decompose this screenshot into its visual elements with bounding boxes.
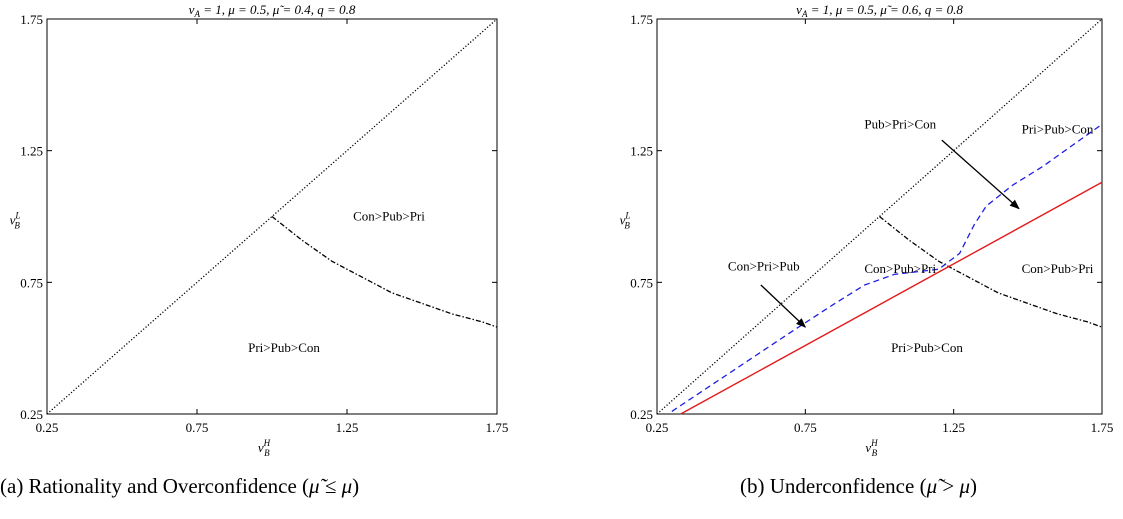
panel-b-ytick-label-3: 1.75 — [630, 12, 653, 27]
panel-a-ylabel: vL B — [10, 211, 21, 231]
panel-b-annotation-4: Con>Pub>Pri — [1022, 261, 1094, 276]
panel-b-xtick-label-2: 1.25 — [942, 420, 965, 435]
panel-b-ylabel: vL B — [620, 211, 631, 231]
panel-a-xtick-label-3: 1.75 — [486, 420, 509, 435]
panel-a-xtick-label-0: 0.25 — [36, 420, 59, 435]
panel-a-annotation-1: Pri>Pub>Con — [248, 340, 320, 355]
panel-b-frame — [656, 18, 1103, 415]
panel-a-xtick-label-1: 0.75 — [186, 420, 209, 435]
panel-a-xtick-label-2: 1.25 — [336, 420, 359, 435]
panel-b-ytick-label-0: 0.25 — [630, 407, 653, 422]
panel-b-title: vA = 1, μ = 0.5, μ̃ = 0.6, q = 0.8 — [796, 2, 963, 19]
panel-a-series-dashdot-1 — [271, 215, 498, 328]
panel-b-annotation-3: Con>Pub>Pri — [864, 261, 936, 276]
panel-b-ytick-label-2: 1.25 — [630, 144, 653, 159]
panel-b-series-solid-3 — [680, 181, 1103, 415]
panel-b-xtick-label-1: 0.75 — [794, 420, 817, 435]
panel-a-series-dotted-0 — [46, 18, 498, 415]
panel-a-frame — [46, 18, 498, 415]
caption-a: (a) Rationality and Overconfidence (μ̃ ≤… — [0, 474, 360, 498]
panel-b-series-dashdot-1 — [879, 215, 1103, 328]
panel-a-annotation-0: Con>Pub>Pri — [353, 209, 425, 224]
panel-b-arrow-1 — [760, 284, 807, 328]
panel-b-arrow-0 — [941, 139, 1020, 210]
panel-b-xtick-label-3: 1.75 — [1091, 420, 1114, 435]
panel-a-ytick-label-2: 1.25 — [20, 144, 43, 159]
panel-b-annotation-5: Pri>Pub>Con — [891, 340, 963, 355]
panel-a-xlabel: vH B — [258, 438, 271, 458]
panel-b-ytick-label-1: 0.75 — [630, 275, 653, 290]
panel-b-annotation-0: Pub>Pri>Con — [864, 116, 936, 131]
panel-b-annotation-1: Pri>Pub>Con — [1022, 122, 1094, 137]
caption-b: (b) Underconfidence (μ̃ > μ) — [740, 474, 978, 498]
panel-a-ytick-label-1: 0.75 — [20, 275, 43, 290]
panel-b-xtick-label-0: 0.25 — [646, 420, 669, 435]
panel-a-ytick-label-0: 0.25 — [20, 407, 43, 422]
panel-a-title: vA = 1, μ = 0.5, μ̃ = 0.4, q = 0.8 — [189, 2, 356, 19]
panel-a-ytick-label-3: 1.75 — [20, 12, 43, 27]
panel-b-annotation-2: Con>Pri>Pub — [728, 259, 800, 274]
panel-b-xlabel: vH B — [865, 438, 878, 458]
